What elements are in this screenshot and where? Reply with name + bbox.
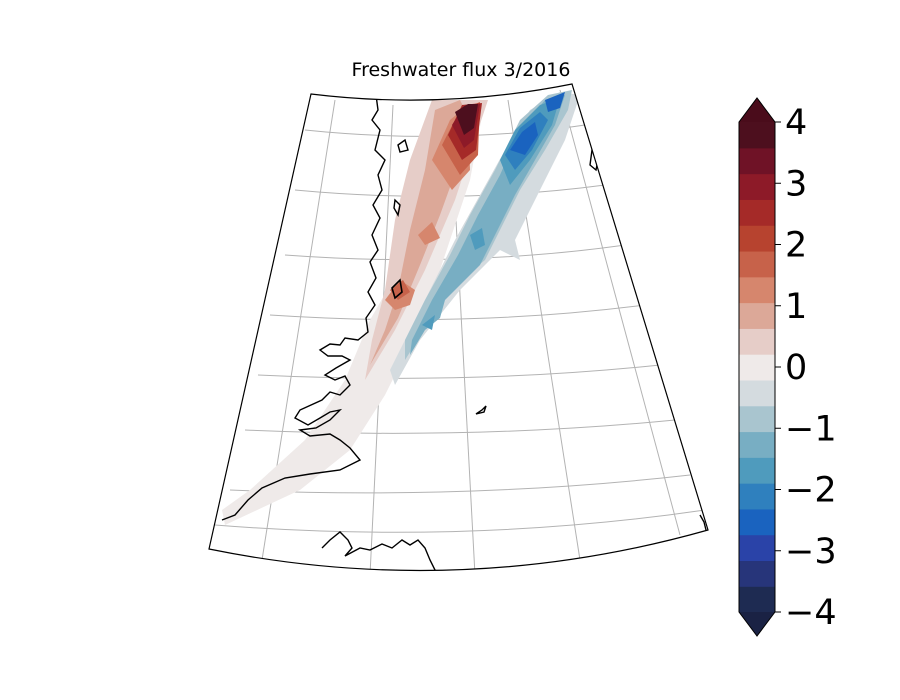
colorbar-segment [739,122,775,149]
colorbar-over-triangle [739,98,775,122]
colorbar-tick-label: −1 [785,409,837,449]
colorbar-segment [739,302,775,329]
colorbar-segment [739,483,775,510]
colorbar-tick-label: −3 [785,532,837,572]
colorbar-tick-label: 2 [785,226,807,266]
negative-flux-band [390,90,580,385]
colorbar-segment [739,225,775,252]
colorbar-segment [739,354,775,381]
positive-flux-band [222,100,488,525]
colorbar-segment [739,276,775,304]
colorbar-segment [739,250,775,278]
colorbar-segment [739,147,775,175]
colorbar-segment [739,534,775,562]
colorbar-segment [739,586,775,613]
colorbar-segment [739,457,775,484]
colorbar: 4 3 2 1 0 −1 −2 −3 −4 [738,97,837,637]
colorbar-segment [739,173,775,200]
coastlines [221,94,707,571]
colorbar-tick-label: −4 [785,593,837,633]
colorbar-segment [739,508,775,536]
colorbar-segment [739,328,775,355]
colorbar-segment [739,431,775,458]
colorbar-segments [739,122,775,613]
colorbar-tick-label: 1 [785,287,807,327]
map-boundary [208,83,709,572]
colorbar-segment [739,405,775,433]
map-title: Freshwater flux 3/2016 [352,59,571,81]
colorbar-segment [739,379,775,407]
colorbar-under-triangle [739,612,775,636]
colorbar-tick-label: 0 [785,348,807,388]
colorbar-tick-label: 4 [785,103,807,143]
colorbar-tick-label: 3 [785,164,807,204]
colorbar-ticks: 4 3 2 1 0 −1 −2 −3 −4 [775,103,837,633]
map-panel [208,83,709,572]
colorbar-segment [739,560,775,587]
colorbar-tick-label: −2 [785,471,837,511]
colorbar-segment [739,199,775,226]
